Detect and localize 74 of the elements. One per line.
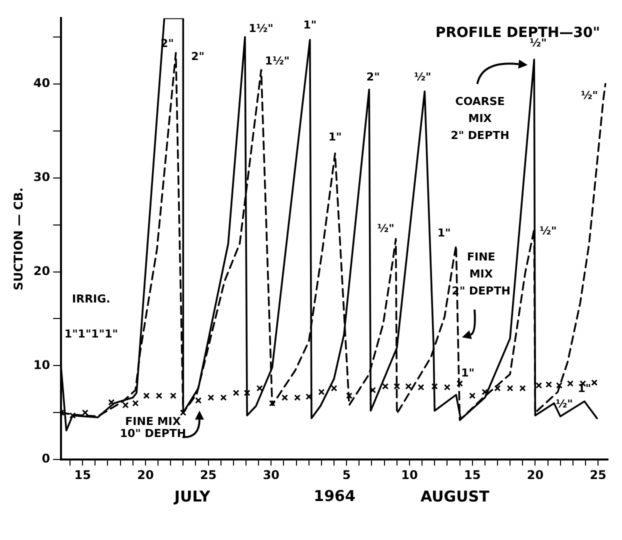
point xyxy=(567,380,574,387)
point xyxy=(456,380,463,387)
text: AUGUST xyxy=(420,487,490,506)
point xyxy=(418,384,424,391)
point xyxy=(108,399,115,406)
point xyxy=(330,385,338,392)
annotation: ½" xyxy=(377,222,394,235)
annotation: 1" xyxy=(461,366,474,380)
point xyxy=(591,379,598,386)
point xyxy=(156,392,162,399)
y-tick-label: 20 xyxy=(33,264,50,278)
point xyxy=(536,382,542,389)
legend-label: FINE MIX 10" DEPTH xyxy=(120,414,186,440)
point xyxy=(556,382,563,389)
y-tick-label: 0 xyxy=(42,452,50,466)
annotation: 1"1"1"1" xyxy=(64,328,118,341)
point xyxy=(546,381,552,388)
point xyxy=(482,388,488,396)
point xyxy=(122,402,129,408)
x-tick-label: 25 xyxy=(200,468,217,482)
point xyxy=(469,392,476,399)
point xyxy=(195,397,202,404)
point xyxy=(220,394,227,401)
x-tick-label: 10 xyxy=(401,468,418,482)
x-tick-label: 30 xyxy=(262,468,280,482)
x-tick-label: 15 xyxy=(74,468,91,482)
annotation: 2" xyxy=(191,50,205,63)
annotation: ½" xyxy=(556,397,573,410)
point xyxy=(208,394,214,401)
y-tick-label: 40 xyxy=(33,76,50,90)
point xyxy=(444,384,450,391)
point xyxy=(346,392,352,399)
point xyxy=(268,400,276,406)
point xyxy=(232,390,240,396)
series-label: COARSE MIX 2" DEPTH xyxy=(450,94,510,142)
annotation: ½" xyxy=(414,70,432,84)
annotation: 2" xyxy=(366,70,380,84)
x-tick-label: 20 xyxy=(526,468,544,482)
point xyxy=(382,383,389,390)
point xyxy=(519,385,526,392)
point xyxy=(82,409,88,416)
point xyxy=(318,388,325,396)
annotation: 1" xyxy=(328,130,342,144)
y-tick-label: 30 xyxy=(33,170,50,184)
text: JULY xyxy=(173,487,212,506)
y-tick-label: 10 xyxy=(33,358,50,372)
annotation: ½" xyxy=(540,224,557,238)
point xyxy=(244,390,250,396)
point xyxy=(394,383,400,390)
annotation: 1½" xyxy=(264,54,290,68)
x-axis-title: 1964 xyxy=(314,486,356,505)
y-axis-title: SUCTION — CB. xyxy=(11,187,26,290)
point xyxy=(282,394,288,401)
point xyxy=(170,392,176,399)
point xyxy=(294,394,301,401)
point xyxy=(69,412,76,419)
point xyxy=(506,385,514,392)
point xyxy=(256,385,263,392)
point xyxy=(370,386,376,394)
point xyxy=(431,383,438,390)
x-tick-label: 5 xyxy=(342,468,351,482)
point xyxy=(180,409,186,416)
annotation: 1½" xyxy=(248,22,274,35)
annotation: IRRIG. xyxy=(72,292,110,306)
point xyxy=(143,392,150,399)
x-tick-label: 20 xyxy=(137,468,154,482)
x-tick-label: 25 xyxy=(590,468,606,482)
point xyxy=(494,385,501,392)
x-tick-label: 15 xyxy=(464,468,481,482)
annotation: 1" xyxy=(437,226,451,240)
annotation: 1" xyxy=(303,18,317,32)
annotation: ½" xyxy=(580,88,598,102)
point xyxy=(132,400,139,406)
point xyxy=(405,383,412,390)
